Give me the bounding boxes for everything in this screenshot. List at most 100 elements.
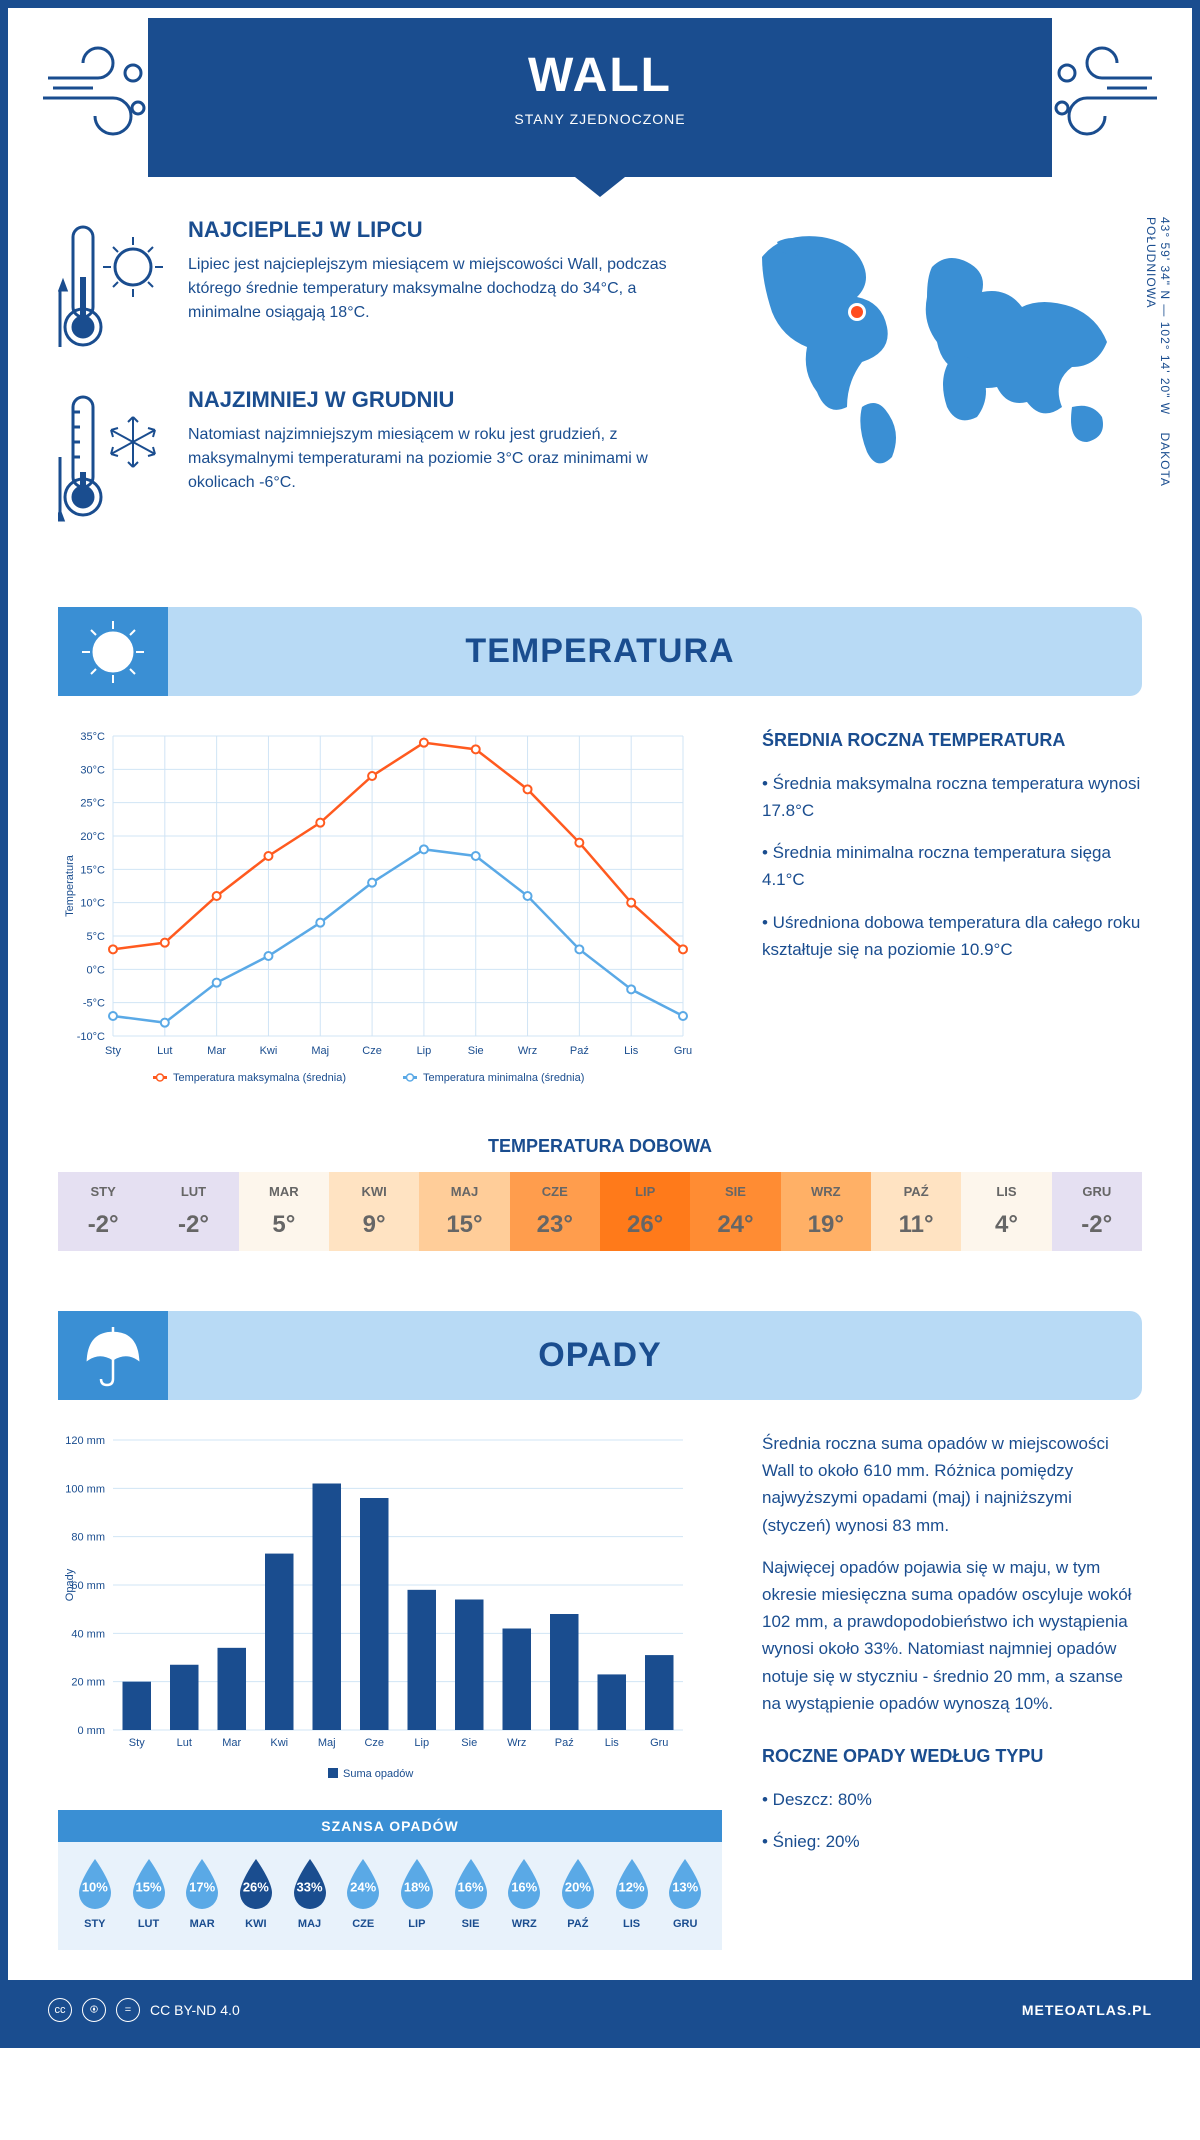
drop-icon: 16% (449, 1857, 493, 1912)
daily-month-label: PAŹ (875, 1184, 957, 1199)
page-frame: WALL STANY ZJEDNOCZONE NAJCIEPLEJ W LIPC… (0, 0, 1200, 2048)
drop-icon: 24% (341, 1857, 385, 1912)
rain-drop-cell: 16%SIE (444, 1857, 498, 1930)
svg-text:Kwi: Kwi (260, 1045, 278, 1057)
svg-text:Lis: Lis (624, 1045, 639, 1057)
drop-month: LIS (605, 1918, 659, 1930)
rain-drop-cell: 15%LUT (122, 1857, 176, 1930)
svg-text:Kwi: Kwi (270, 1737, 288, 1749)
daily-temp-value: 19° (785, 1211, 867, 1239)
drop-month: GRU (658, 1918, 712, 1930)
rain-drop-cell: 26% KWI (229, 1857, 283, 1930)
svg-text:Gru: Gru (650, 1737, 668, 1749)
daily-month-label: CZE (514, 1184, 596, 1199)
daily-temp-value: 26° (604, 1211, 686, 1239)
svg-text:-5°C: -5°C (83, 998, 105, 1010)
svg-text:Sie: Sie (461, 1737, 477, 1749)
svg-text:Mar: Mar (207, 1045, 226, 1057)
svg-text:Sie: Sie (468, 1045, 484, 1057)
header-banner: WALL STANY ZJEDNOCZONE (148, 18, 1052, 177)
svg-text:Wrz: Wrz (518, 1045, 537, 1057)
precip-text-2: Najwięcej opadów pojawia się w maju, w t… (762, 1554, 1142, 1717)
svg-text:80 mm: 80 mm (71, 1532, 105, 1544)
rain-drop-cell: 20%PAŹ (551, 1857, 605, 1930)
svg-text:100 mm: 100 mm (65, 1483, 105, 1495)
footer-site: METEOATLAS.PL (1022, 2002, 1152, 2018)
daily-temp-grid: STY-2°LUT-2°MAR5°KWI9°MAJ15°CZE23°LIP26°… (58, 1172, 1142, 1251)
coldest-body: Natomiast najzimniejszym miesiącem w rok… (188, 423, 692, 495)
daily-temp-cell: KWI9° (329, 1172, 419, 1251)
rain-drop-cell: 24% CZE (336, 1857, 390, 1930)
drop-icon: 16% (502, 1857, 546, 1912)
svg-text:Wrz: Wrz (507, 1737, 526, 1749)
svg-text:-10°C: -10°C (77, 1031, 105, 1043)
daily-temp-value: 4° (965, 1211, 1047, 1239)
svg-text:0 mm: 0 mm (78, 1725, 106, 1737)
cc-icon: cc (48, 1998, 72, 2022)
warmest-body: Lipiec jest najcieplejszym miesiącem w m… (188, 253, 692, 325)
svg-text:Suma opadów: Suma opadów (343, 1768, 413, 1780)
drop-icon: 33% (288, 1857, 332, 1912)
drop-month: CZE (336, 1918, 390, 1930)
svg-text:Opady: Opady (64, 1568, 76, 1601)
drop-month: KWI (229, 1918, 283, 1930)
daily-month-label: MAJ (423, 1184, 505, 1199)
drop-month: LIP (390, 1918, 444, 1930)
drop-icon: 26% (234, 1857, 278, 1912)
svg-text:40 mm: 40 mm (71, 1628, 105, 1640)
precipitation-text: Średnia roczna suma opadów w miejscowośc… (762, 1430, 1142, 1950)
svg-text:120 mm: 120 mm (65, 1435, 105, 1447)
sun-icon (58, 607, 168, 696)
drop-month: MAJ (283, 1918, 337, 1930)
umbrella-icon (58, 1311, 168, 1400)
daily-month-label: STY (62, 1184, 144, 1199)
drop-month: LUT (122, 1918, 176, 1930)
daily-temp-cell: STY-2° (58, 1172, 148, 1251)
daily-month-label: GRU (1056, 1184, 1138, 1199)
drop-pct: 33% (297, 1880, 323, 1895)
drop-icon: 10% (73, 1857, 117, 1912)
daily-month-label: LIP (604, 1184, 686, 1199)
daily-month-label: KWI (333, 1184, 415, 1199)
drop-pct: 18% (404, 1880, 430, 1895)
precipitation-title: OPADY (98, 1336, 1102, 1375)
drop-icon: 12% (610, 1857, 654, 1912)
warmest-title: NAJCIEPLEJ W LIPCU (188, 217, 692, 243)
intro-section: NAJCIEPLEJ W LIPCU Lipiec jest najcieple… (8, 177, 1192, 587)
precip-type-point: • Śnieg: 20% (762, 1828, 1142, 1855)
svg-text:Lut: Lut (157, 1045, 172, 1057)
svg-text:10°C: 10°C (80, 898, 105, 910)
drop-month: MAR (175, 1918, 229, 1930)
daily-temp-cell: PAŹ11° (871, 1172, 961, 1251)
daily-temp-cell: MAR5° (239, 1172, 329, 1251)
daily-temperature-section: TEMPERATURA DOBOWA STY-2°LUT-2°MAR5°KWI9… (8, 1136, 1192, 1291)
svg-text:20 mm: 20 mm (71, 1677, 105, 1689)
header-wrap: WALL STANY ZJEDNOCZONE (8, 8, 1192, 177)
precip-text-1: Średnia roczna suma opadów w miejscowośc… (762, 1430, 1142, 1539)
drop-pct: 20% (565, 1880, 591, 1895)
coldest-text: NAJZIMNIEJ W GRUDNIU Natomiast najzimnie… (188, 387, 692, 527)
drop-pct: 24% (350, 1880, 376, 1895)
drop-pct: 16% (511, 1880, 537, 1895)
daily-month-label: MAR (243, 1184, 325, 1199)
svg-text:Temperatura: Temperatura (64, 854, 76, 917)
thermometer-sun-icon (58, 217, 168, 357)
coords-label: 43° 59' 34" N — 102° 14' 20" W DAKOTA PO… (1144, 217, 1172, 557)
svg-text:Lip: Lip (417, 1045, 432, 1057)
wind-icon-right (1042, 38, 1162, 138)
daily-temp-cell: LUT-2° (148, 1172, 238, 1251)
svg-text:30°C: 30°C (80, 764, 105, 776)
drop-month: WRZ (497, 1918, 551, 1930)
svg-text:5°C: 5°C (87, 931, 106, 943)
svg-text:Lut: Lut (177, 1737, 192, 1749)
drop-month: STY (68, 1918, 122, 1930)
svg-text:60 mm: 60 mm (71, 1580, 105, 1592)
daily-month-label: WRZ (785, 1184, 867, 1199)
precip-type-point: • Deszcz: 80% (762, 1786, 1142, 1813)
rain-drop-cell: 10% STY (68, 1857, 122, 1930)
drop-icon: 13% (663, 1857, 707, 1912)
drop-pct: 13% (672, 1880, 698, 1895)
temperature-body: -10°C-5°C0°C5°C10°C15°C20°C25°C30°C35°CS… (8, 696, 1192, 1136)
daily-temp-cell: WRZ 19° (781, 1172, 871, 1251)
precipitation-bar-chart: 0 mm20 mm40 mm60 mm80 mm100 mm120 mmStyL… (58, 1430, 698, 1790)
